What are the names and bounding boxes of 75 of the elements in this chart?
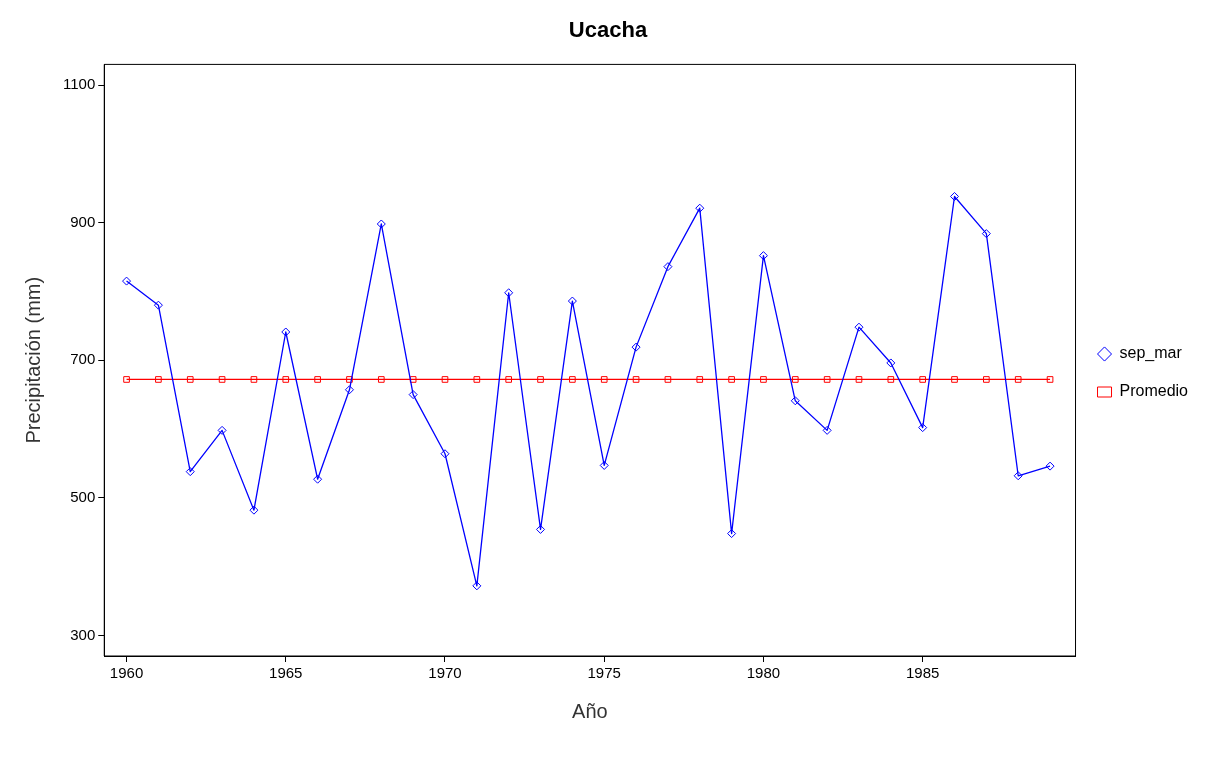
point [155,376,162,383]
x-tick-label: 1965 [269,664,303,682]
point [313,474,323,484]
point [600,376,608,383]
point [822,425,832,435]
point [282,376,290,383]
point [537,376,544,383]
y-tick-label: 500 [70,487,96,505]
point [791,376,799,383]
point [695,203,705,213]
point [249,505,259,515]
point [505,376,513,383]
point [696,376,704,383]
legend-label: sep_mar [1119,344,1183,363]
point [727,529,737,539]
legend-label: Promedio [1119,382,1189,400]
point [281,327,291,337]
y-tick-label: 300 [70,625,96,643]
point [186,376,194,383]
y-axis-title: Precipitación (mm) [21,276,44,444]
point [599,460,609,470]
x-tick-label: 1980 [746,664,781,682]
point [855,376,863,383]
point [1046,376,1054,383]
point [854,322,864,332]
point [153,300,163,310]
chart-title: Ucacha [568,17,648,43]
point [344,385,354,395]
point [185,467,195,477]
x-tick-label: 1985 [905,664,940,682]
point [408,390,418,400]
point [1045,461,1055,471]
point [473,376,481,383]
point [663,262,673,272]
point [472,581,482,591]
point [377,376,385,383]
point [760,376,767,383]
x-tick-label: 1960 [109,664,144,682]
y-tick-label: 1100 [62,75,96,93]
point [217,425,227,435]
point [919,376,926,383]
point [376,219,386,229]
point [950,191,960,201]
point [981,229,991,239]
point [790,396,800,406]
point [887,376,895,383]
point [631,342,641,352]
point [314,376,321,383]
point [983,376,990,383]
point [504,288,514,298]
point [409,376,417,383]
point [632,376,640,383]
point [728,376,735,383]
point [1013,471,1023,481]
point [250,376,258,383]
x-tick-label: 1975 [587,664,621,682]
point [569,376,576,383]
point [1014,376,1022,383]
point [951,376,958,383]
point [823,376,831,383]
point [886,358,896,368]
x-tick-label: 1970 [428,664,462,682]
x-axis-title: Año [572,699,608,722]
point [758,251,768,261]
point [122,276,132,286]
point [664,376,672,383]
point [123,376,130,383]
point [440,449,450,459]
point [218,376,226,383]
y-tick-label: 900 [70,212,96,230]
point [567,296,577,306]
point [346,376,353,383]
point [918,423,928,433]
point [441,376,449,383]
y-tick-label: 700 [70,350,96,368]
